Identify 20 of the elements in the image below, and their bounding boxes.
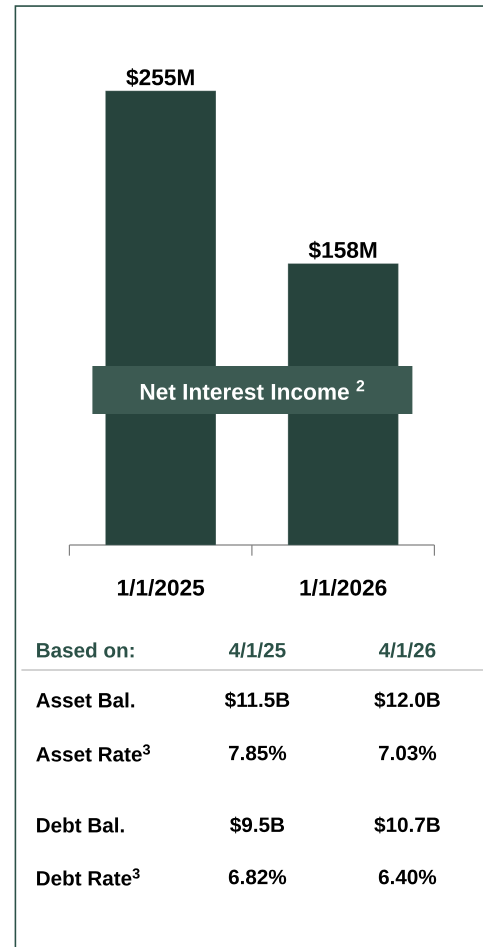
text: 4/1/26 [378, 642, 436, 658]
x-tick-label: 1/1/2025 [118, 579, 204, 596]
text: 6.40% [378, 870, 436, 884]
text: 4/1/25 [228, 642, 286, 658]
text: Debt Rate$^{3}$ [36, 868, 140, 886]
text: $9.5B [230, 816, 284, 834]
text: 6.82% [228, 870, 286, 884]
text: Asset Rate$^{3}$ [36, 744, 150, 762]
text: $11.5B [224, 692, 290, 708]
text: 7.85% [228, 746, 286, 760]
text: $12.0B [374, 692, 440, 708]
text: Based on: [36, 642, 134, 658]
data-label: $158M [308, 240, 376, 260]
x-tick-label: 1/1/2026 [300, 579, 386, 596]
text: $10.7B [374, 816, 440, 834]
text: 7.03% [378, 746, 436, 760]
text: Debt Bal. [36, 817, 124, 833]
text: Net Interest Income $^{2}$ [140, 380, 364, 400]
text: Asset Bal. [36, 692, 134, 708]
data-label: $255M [126, 68, 194, 87]
